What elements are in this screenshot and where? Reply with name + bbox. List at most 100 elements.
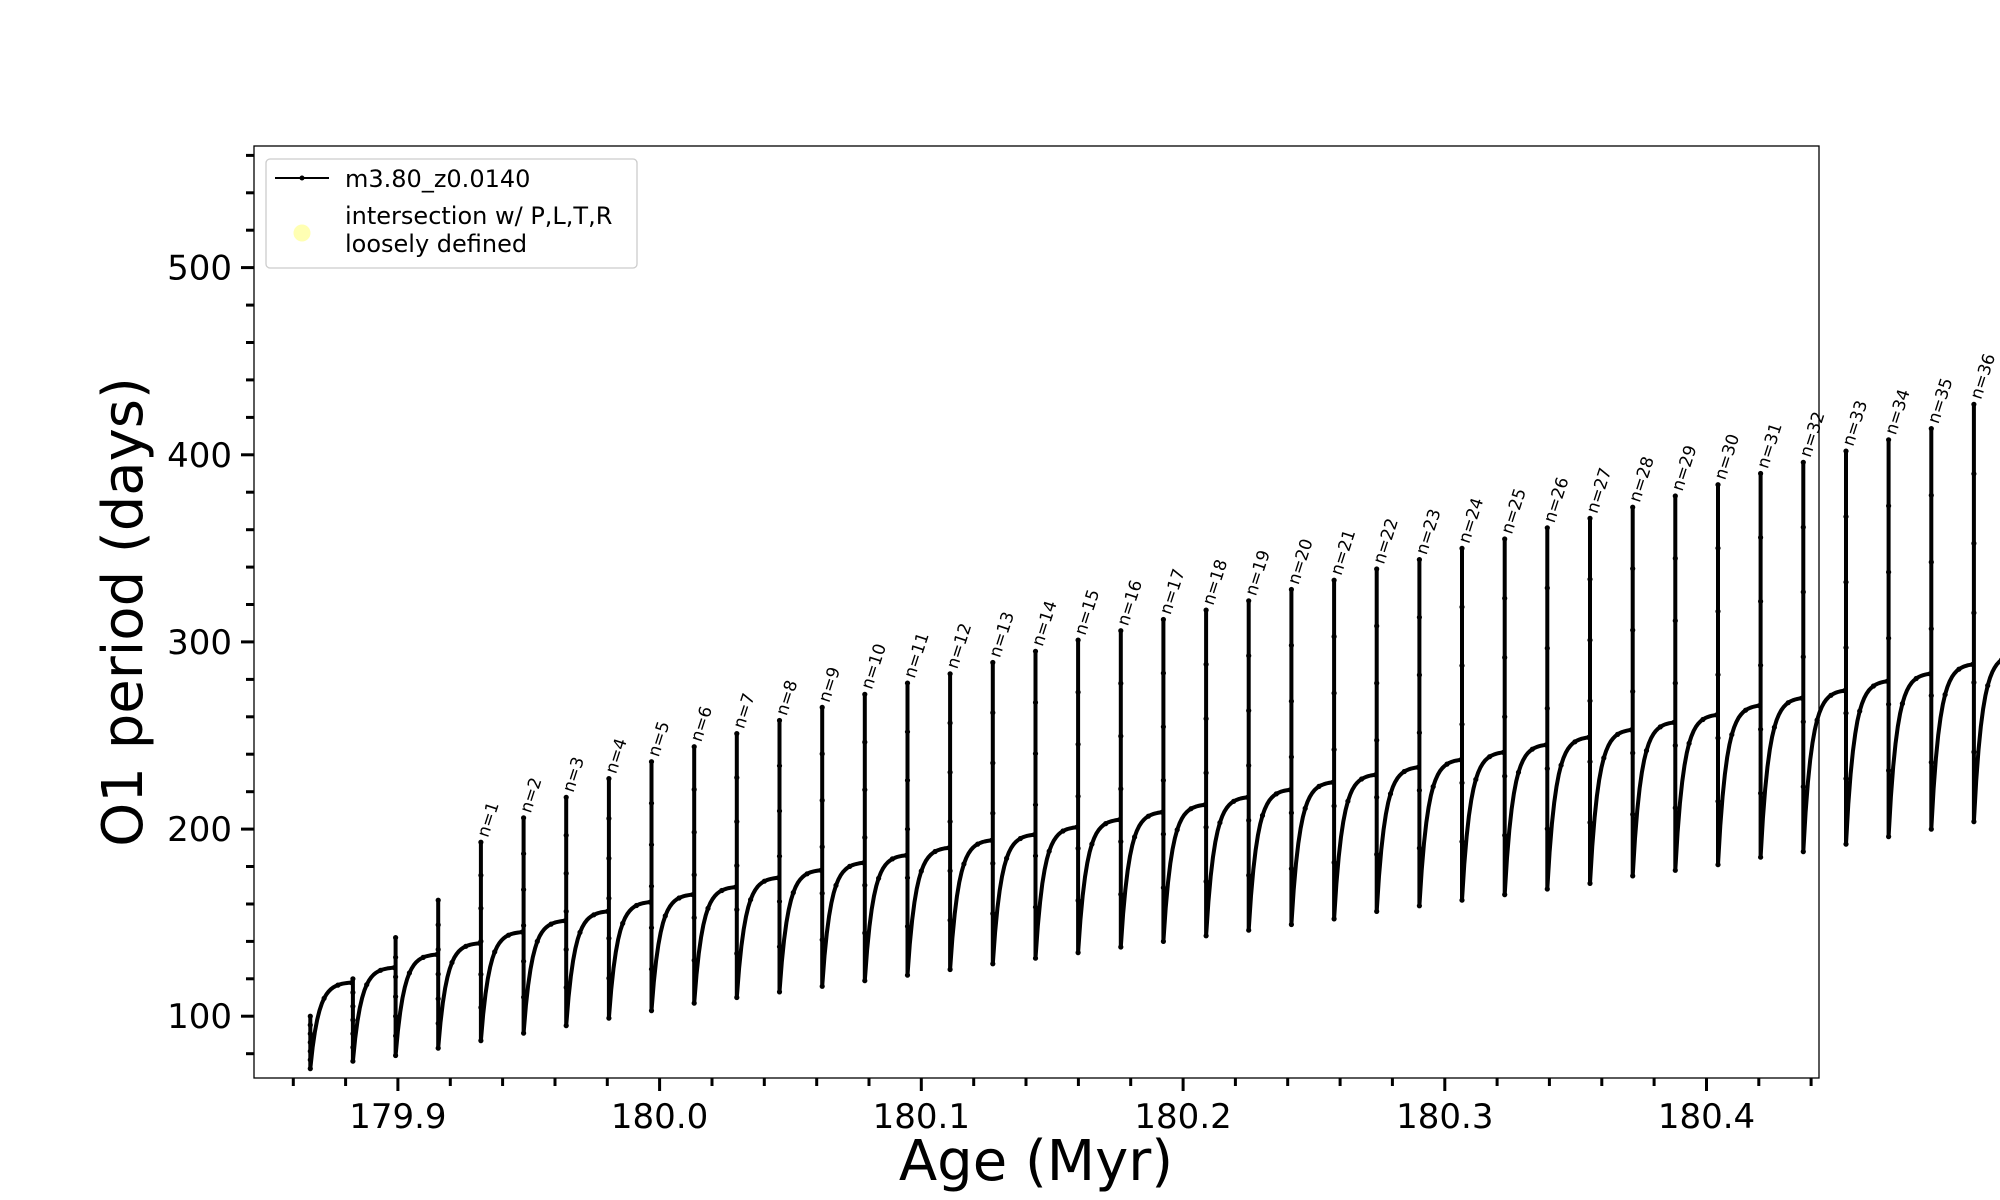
series-point — [1886, 503, 1892, 509]
series-point — [1971, 540, 1977, 547]
series-point — [947, 720, 953, 726]
series-point — [1630, 750, 1636, 756]
series-point — [1502, 773, 1508, 779]
plot-frame — [253, 145, 1820, 1079]
series-point — [947, 819, 953, 825]
series-point — [1004, 855, 1010, 862]
series-point — [776, 853, 783, 859]
series-point — [1103, 821, 1109, 827]
series-point — [521, 958, 527, 964]
series-point — [1118, 680, 1124, 687]
series-point — [563, 870, 569, 877]
series-point — [1870, 683, 1877, 689]
series-point — [691, 786, 697, 793]
x-tick-label: 180.4 — [1658, 1097, 1755, 1137]
legend-intersection-label-line1: intersection w/ P,L,T,R — [345, 202, 612, 230]
series-point — [690, 892, 696, 898]
series-point — [889, 856, 896, 862]
series-point — [1587, 698, 1593, 704]
series-point — [435, 1020, 441, 1026]
series-point — [1331, 859, 1337, 866]
series-point — [1288, 810, 1294, 816]
series-point — [904, 729, 911, 735]
series-point — [1288, 698, 1294, 704]
series-point — [1630, 688, 1636, 695]
series-point — [1374, 737, 1380, 743]
series-point — [775, 875, 781, 881]
series-point — [1374, 908, 1380, 915]
series-point — [435, 922, 441, 928]
series-point — [1544, 585, 1550, 591]
series-point — [1756, 703, 1762, 709]
series-point — [1244, 794, 1251, 800]
series-point — [946, 845, 952, 851]
series-point — [435, 996, 441, 1002]
series-point — [1971, 749, 1977, 755]
series-point — [1118, 733, 1124, 739]
series-point — [1118, 944, 1124, 950]
series-point — [818, 867, 824, 873]
series-point — [1160, 831, 1166, 837]
series-point — [1630, 811, 1636, 818]
series-point — [1886, 834, 1892, 840]
series-point — [1714, 712, 1720, 718]
series-point — [876, 875, 882, 881]
series-point — [1116, 817, 1123, 823]
series-point — [1544, 826, 1550, 832]
series-point — [862, 739, 868, 745]
series-point — [988, 837, 995, 843]
series-point — [648, 883, 655, 889]
series-point — [478, 905, 484, 911]
series-point — [563, 946, 569, 953]
series-point — [1401, 768, 1407, 775]
series-point — [1159, 809, 1165, 815]
series-point — [1415, 764, 1421, 770]
series-point — [606, 815, 612, 822]
series-point — [1758, 662, 1764, 668]
series-point — [1032, 802, 1039, 808]
series-point — [307, 1013, 313, 1019]
x-axis: 179.9 180.0 180.1 180.2 180.3 180.4 — [291, 1078, 1813, 1137]
series-point — [1971, 819, 1977, 825]
series-point — [1416, 614, 1422, 620]
legend-intersection-marker — [293, 224, 311, 242]
series-point — [1246, 708, 1252, 714]
series-point — [1985, 683, 1991, 689]
series-point — [307, 1039, 313, 1045]
series-point — [350, 976, 356, 982]
series-point — [1459, 721, 1465, 727]
series-point — [691, 744, 697, 750]
series-point — [1075, 637, 1081, 643]
series-point — [1843, 579, 1849, 585]
series-point — [1758, 726, 1764, 732]
series-point — [648, 966, 655, 972]
series-point — [1672, 618, 1678, 624]
legend-intersection-label-line2: loosely defined — [345, 230, 527, 258]
series-point — [990, 860, 996, 867]
series-point — [1459, 604, 1465, 610]
series-point — [1372, 772, 1378, 778]
x-tick-label: 180.1 — [873, 1097, 970, 1137]
series-point — [1203, 607, 1209, 613]
series-point — [563, 1023, 569, 1029]
series-point — [1672, 805, 1678, 811]
series-point — [435, 946, 441, 953]
series-point — [1956, 666, 1962, 672]
series-point — [1586, 734, 1592, 741]
series-point — [449, 959, 455, 966]
series-point — [734, 907, 740, 913]
series-point — [1928, 559, 1934, 565]
series-point — [1374, 623, 1380, 629]
series-point — [1487, 754, 1493, 760]
series-point — [1331, 916, 1337, 922]
series-point — [1075, 741, 1081, 747]
series-point — [1502, 536, 1508, 542]
series-point — [605, 908, 611, 915]
series-point — [947, 917, 953, 923]
series-point — [1017, 835, 1024, 842]
series-point — [1060, 828, 1066, 834]
series-point — [648, 800, 655, 806]
series-point — [478, 839, 484, 845]
series-point — [563, 832, 569, 838]
series-point — [1928, 626, 1934, 632]
